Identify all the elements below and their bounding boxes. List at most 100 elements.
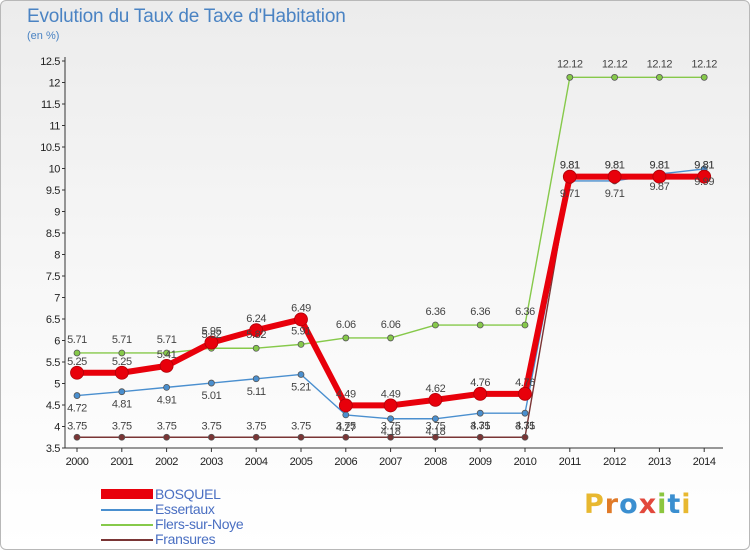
data-point-0 [473,386,488,401]
data-label-0: 9.81 [649,160,669,172]
data-label-3: 9.81 [605,160,625,172]
y-tick-label: 12 [49,78,61,90]
data-label-0: 4.76 [515,377,535,389]
chart-title: Evolution du Taux de Taxe d'Habitation [27,6,346,27]
x-tick-label: 2009 [469,456,492,468]
data-point-2 [656,73,663,81]
x-tick-label: 2014 [693,456,716,468]
data-point-3 [118,433,126,441]
data-point-0 [607,169,622,184]
logo-letter: i [681,489,692,520]
data-label-0: 9.81 [694,160,714,172]
data-point-3 [476,433,484,441]
data-point-2 [297,340,305,348]
data-point-2 [163,349,171,357]
data-point-0 [204,335,219,350]
data-point-3 [431,433,439,441]
data-point-1 [297,371,305,378]
data-point-1 [163,383,171,391]
data-label-2: 12.12 [647,58,673,70]
data-label-2: 5.71 [67,334,87,346]
data-label-3: 3.75 [112,420,132,432]
y-tick-label: 4.5 [46,400,60,412]
data-label-1: 9.71 [605,188,625,200]
data-point-0 [159,358,174,373]
data-point-2 [73,349,81,357]
y-tick-label: 10.5 [40,142,60,154]
data-point-0 [562,169,577,184]
data-label-3: 3.75 [470,420,490,432]
data-point-0 [294,312,308,327]
data-label-3: 3.75 [425,420,445,432]
data-point-0 [383,398,398,413]
data-label-0: 6.24 [246,313,266,325]
data-label-2: 12.12 [557,58,583,70]
data-label-1: 4.31 [470,420,490,432]
x-tick-label: 2007 [379,456,402,468]
data-label-3: 3.75 [246,420,266,432]
x-tick-label: 2003 [200,456,223,468]
data-point-1 [431,415,439,423]
proxiti-logo: Proxiti [584,489,692,520]
data-point-0 [518,386,532,401]
data-label-3: 3.75 [157,420,177,432]
data-label-1: 5.11 [247,386,266,398]
data-label-0: 9.81 [560,160,580,172]
data-label-0: 6.49 [291,302,311,314]
data-label-1: 4.27 [336,422,356,434]
data-point-2 [700,73,708,81]
data-label-2: 12.12 [691,58,717,70]
legend-swatch [101,539,153,541]
legend-label: Fransures [155,531,216,547]
data-point-1 [387,415,395,423]
data-label-2: 5.71 [157,334,177,346]
data-label-1: 5.21 [291,381,311,393]
data-label-3: 9.81 [694,160,714,172]
x-tick-label: 2005 [290,456,313,468]
data-label-0: 5.41 [157,349,177,361]
legend-label: Flers-sur-Noye [155,516,244,532]
x-tick-label: 2010 [514,456,537,468]
x-tick-label: 2001 [110,456,133,468]
data-point-0 [652,169,667,184]
logo-letter: P [584,489,605,520]
y-tick-label: 11.5 [41,99,60,111]
x-tick-label: 2008 [424,456,447,468]
legend-label: Essertaux [155,501,215,517]
y-tick-label: 5 [54,379,60,391]
x-tick-label: 2006 [334,456,357,468]
data-point-1 [476,409,484,417]
data-label-1: 9.87 [649,181,669,193]
legend-swatch [101,489,153,499]
data-label-2: 6.36 [425,306,445,318]
data-label-1: 4.31 [515,420,535,432]
data-point-1 [118,388,126,396]
data-point-3 [342,433,350,441]
data-label-2: 6.36 [470,306,490,318]
data-label-1: 4.91 [157,394,177,406]
y-tick-label: 4 [54,422,60,434]
data-label-1: 4.72 [67,403,87,415]
data-point-1 [521,409,529,417]
data-point-2 [566,73,574,81]
y-tick-label: 6.5 [46,314,60,326]
data-point-2 [476,321,484,329]
data-label-2: 5.82 [246,329,266,341]
data-label-3: 3.75 [67,420,87,432]
y-tick-label: 7 [54,293,60,305]
y-tick-label: 10 [49,164,61,176]
data-label-2: 5.71 [112,334,132,346]
data-point-3 [73,433,81,441]
data-label-3: 3.75 [291,420,311,432]
series-line-2 [77,76,705,354]
y-tick-label: 3.5 [46,443,60,455]
logo-letter: t [667,489,682,520]
y-tick-label: 5.5 [46,357,60,369]
data-point-0 [70,365,84,380]
data-label-2: 6.36 [515,306,535,318]
data-point-2 [342,334,350,342]
logo-letter: i [657,489,668,520]
data-label-0: 9.81 [605,160,625,172]
